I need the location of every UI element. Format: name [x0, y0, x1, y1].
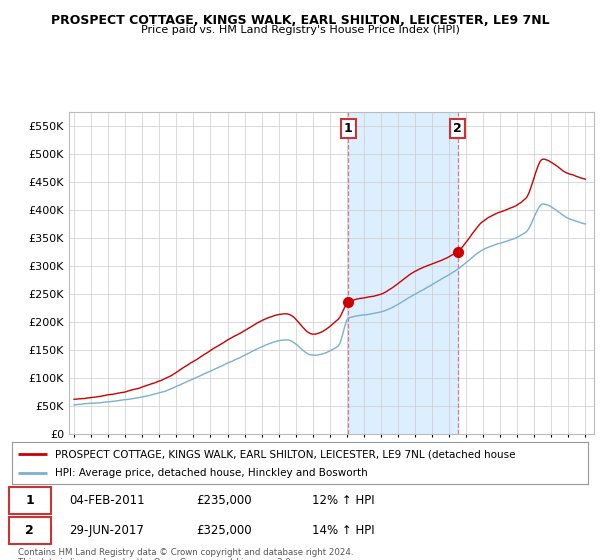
Text: 12% ↑ HPI: 12% ↑ HPI	[311, 493, 374, 507]
Text: 29-JUN-2017: 29-JUN-2017	[70, 524, 145, 537]
Text: £325,000: £325,000	[196, 524, 252, 537]
Text: PROSPECT COTTAGE, KINGS WALK, EARL SHILTON, LEICESTER, LE9 7NL (detached house: PROSPECT COTTAGE, KINGS WALK, EARL SHILT…	[55, 449, 516, 459]
Text: HPI: Average price, detached house, Hinckley and Bosworth: HPI: Average price, detached house, Hinc…	[55, 468, 368, 478]
Text: 2: 2	[453, 122, 462, 134]
Text: 04-FEB-2011: 04-FEB-2011	[70, 493, 145, 507]
Text: Price paid vs. HM Land Registry's House Price Index (HPI): Price paid vs. HM Land Registry's House …	[140, 25, 460, 35]
FancyBboxPatch shape	[9, 517, 50, 544]
Text: Contains HM Land Registry data © Crown copyright and database right 2024.
This d: Contains HM Land Registry data © Crown c…	[18, 548, 353, 560]
Text: 1: 1	[344, 122, 353, 134]
Text: PROSPECT COTTAGE, KINGS WALK, EARL SHILTON, LEICESTER, LE9 7NL: PROSPECT COTTAGE, KINGS WALK, EARL SHILT…	[50, 14, 550, 27]
Text: £235,000: £235,000	[196, 493, 252, 507]
FancyBboxPatch shape	[9, 487, 50, 514]
Bar	[349, 112, 458, 434]
Text: 1: 1	[25, 493, 34, 507]
Text: 2: 2	[25, 524, 34, 537]
Text: 14% ↑ HPI: 14% ↑ HPI	[311, 524, 374, 537]
